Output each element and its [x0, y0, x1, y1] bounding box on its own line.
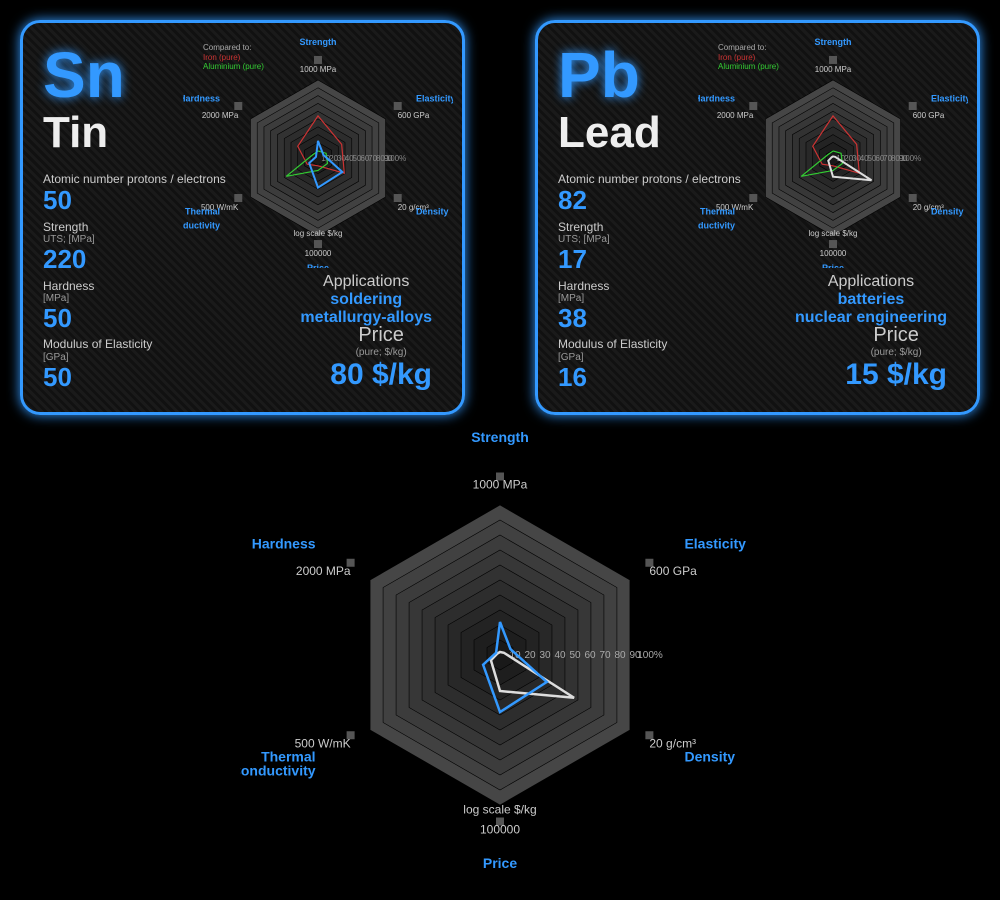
- strength-label: Strength: [43, 221, 226, 234]
- hardness-label: Hardness: [43, 280, 226, 293]
- applications-block: Applications soldering metallurgy-alloys: [300, 273, 432, 327]
- svg-text:30: 30: [539, 650, 551, 661]
- svg-text:600 GPa: 600 GPa: [649, 564, 697, 578]
- svg-text:2000 MPa: 2000 MPa: [296, 564, 351, 578]
- svg-text:2000 MPa: 2000 MPa: [202, 111, 239, 120]
- svg-text:2000 MPa: 2000 MPa: [717, 111, 754, 120]
- modulus-unit: [GPa]: [558, 352, 741, 363]
- svg-text:600 GPa: 600 GPa: [398, 111, 430, 120]
- strength-value: 220: [43, 245, 226, 274]
- svg-text:Hardness: Hardness: [183, 93, 220, 103]
- hardness-value: 38: [558, 304, 741, 333]
- svg-text:100%: 100%: [386, 154, 406, 163]
- price-block: Price (pure; $/kg) 15 $/kg: [845, 324, 947, 392]
- modulus-label: Modulus of Elasticity: [43, 338, 226, 351]
- svg-text:Hardness: Hardness: [698, 93, 735, 103]
- svg-text:Elasticity: Elasticity: [931, 93, 968, 103]
- price-title: Price: [330, 324, 432, 347]
- svg-text:Price: Price: [307, 263, 329, 268]
- property-list: Atomic number protons / electrons 50 Str…: [43, 173, 226, 397]
- hardness-label: Hardness: [558, 280, 741, 293]
- svg-text:Conductivity: Conductivity: [240, 763, 316, 779]
- atomic-value: 82: [558, 186, 741, 215]
- modulus-value: 16: [558, 363, 741, 392]
- element-name: Lead: [558, 111, 661, 155]
- svg-text:Strength: Strength: [471, 430, 529, 445]
- radar-chart-comparison: 102030405060708090100%1000 MPaStrength60…: [240, 430, 760, 890]
- strength-label: Strength: [558, 221, 741, 234]
- applications-list: batteries nuclear engineering: [795, 291, 947, 327]
- svg-text:80: 80: [614, 650, 626, 661]
- svg-text:Density: Density: [684, 749, 735, 765]
- svg-text:600 GPa: 600 GPa: [913, 111, 945, 120]
- svg-text:20: 20: [524, 650, 536, 661]
- svg-text:1000 MPa: 1000 MPa: [815, 65, 852, 74]
- svg-text:Density: Density: [416, 207, 449, 217]
- svg-text:40: 40: [554, 650, 566, 661]
- svg-text:Elasticity: Elasticity: [684, 536, 746, 552]
- svg-text:50: 50: [569, 650, 581, 661]
- modulus-label: Modulus of Elasticity: [558, 338, 741, 351]
- svg-text:100000: 100000: [305, 249, 332, 258]
- applications-list: soldering metallurgy-alloys: [300, 291, 432, 327]
- element-symbol: Pb: [558, 43, 640, 107]
- svg-text:70: 70: [599, 650, 611, 661]
- applications-block: Applications batteries nuclear engineeri…: [795, 273, 947, 327]
- element-name: Tin: [43, 111, 108, 155]
- svg-text:100000: 100000: [480, 823, 520, 837]
- hardness-value: 50: [43, 304, 226, 333]
- svg-text:60: 60: [584, 650, 596, 661]
- svg-text:1000 MPa: 1000 MPa: [300, 65, 337, 74]
- svg-text:Elasticity: Elasticity: [416, 93, 453, 103]
- price-sub: (pure; $/kg): [330, 347, 432, 358]
- price-sub: (pure; $/kg): [845, 347, 947, 358]
- atomic-value: 50: [43, 186, 226, 215]
- modulus-unit: [GPa]: [43, 352, 226, 363]
- svg-text:Density: Density: [931, 207, 964, 217]
- modulus-value: 50: [43, 363, 226, 392]
- price-value: 80 $/kg: [330, 358, 432, 392]
- price-block: Price (pure; $/kg) 80 $/kg: [330, 324, 432, 392]
- applications-title: Applications: [795, 273, 947, 291]
- svg-text:log scale $/kg: log scale $/kg: [463, 803, 536, 817]
- svg-text:100%: 100%: [637, 650, 663, 661]
- svg-text:Hardness: Hardness: [252, 536, 316, 552]
- svg-text:100%: 100%: [901, 154, 921, 163]
- svg-text:Price: Price: [822, 263, 844, 268]
- element-symbol: Sn: [43, 43, 125, 107]
- applications-title: Applications: [300, 273, 432, 291]
- element-card-tin: Sn Tin Compared to: Iron (pure) Aluminiu…: [20, 20, 465, 415]
- strength-value: 17: [558, 245, 741, 274]
- element-card-lead: Pb Lead Compared to: Iron (pure) Alumini…: [535, 20, 980, 415]
- svg-text:100000: 100000: [820, 249, 847, 258]
- svg-text:Strength: Strength: [815, 38, 852, 47]
- property-list: Atomic number protons / electrons 82 Str…: [558, 173, 741, 397]
- svg-text:log scale $/kg: log scale $/kg: [294, 229, 343, 238]
- price-title: Price: [845, 324, 947, 347]
- svg-text:Price: Price: [483, 855, 517, 871]
- svg-text:Strength: Strength: [300, 38, 337, 47]
- price-value: 15 $/kg: [845, 358, 947, 392]
- svg-text:1000 MPa: 1000 MPa: [473, 478, 528, 492]
- svg-text:log scale $/kg: log scale $/kg: [809, 229, 858, 238]
